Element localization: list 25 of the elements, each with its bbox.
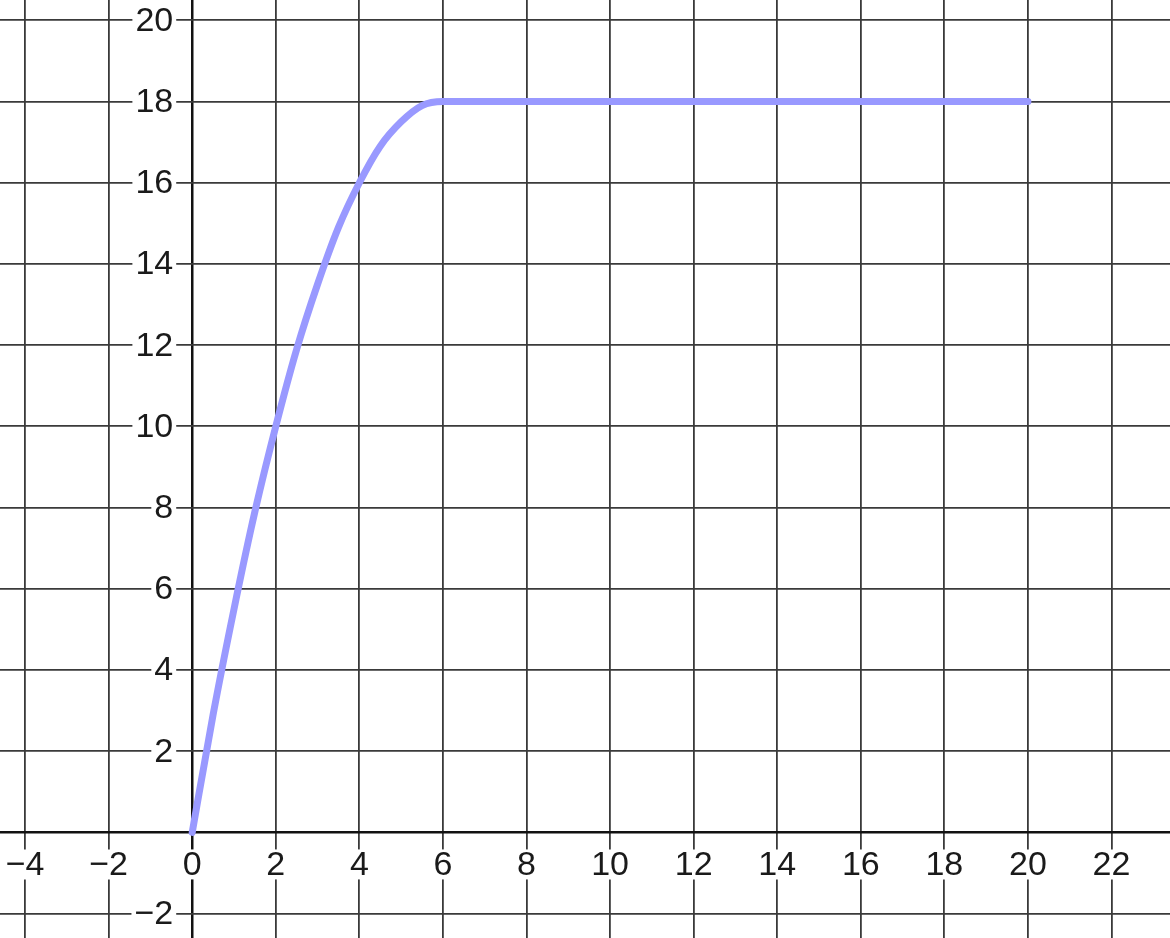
y-tick-label: 18 [135,80,174,119]
x-tick-label: 12 [674,843,713,882]
x-tick-label: 10 [591,843,629,882]
y-tick-label: 8 [154,486,174,525]
x-tick-label: 14 [758,843,797,882]
y-tick-label: 20 [135,0,174,38]
x-tick-label: 22 [1092,843,1131,882]
y-tick-label: 12 [135,324,174,363]
y-tick-label: 2 [154,730,174,769]
y-tick-label: 10 [135,405,174,444]
y-tick-label: 16 [135,162,174,201]
x-tick-label: 18 [925,843,964,882]
x-tick-label: 0 [182,843,202,882]
x-tick-label: 4 [349,843,369,882]
y-tick-label: −2 [134,893,174,932]
y-tick-label: 14 [135,243,174,282]
y-tick-label: 6 [154,568,174,607]
x-tick-label: −4 [5,843,45,882]
x-tick-label: 6 [433,843,453,882]
x-tick-label: 8 [517,843,536,882]
y-tick-label: 4 [154,649,174,688]
x-tick-label: 16 [841,843,880,882]
x-tick-label: 20 [1009,843,1047,882]
x-tick-label: 2 [266,843,286,882]
x-tick-label: −2 [89,843,129,882]
